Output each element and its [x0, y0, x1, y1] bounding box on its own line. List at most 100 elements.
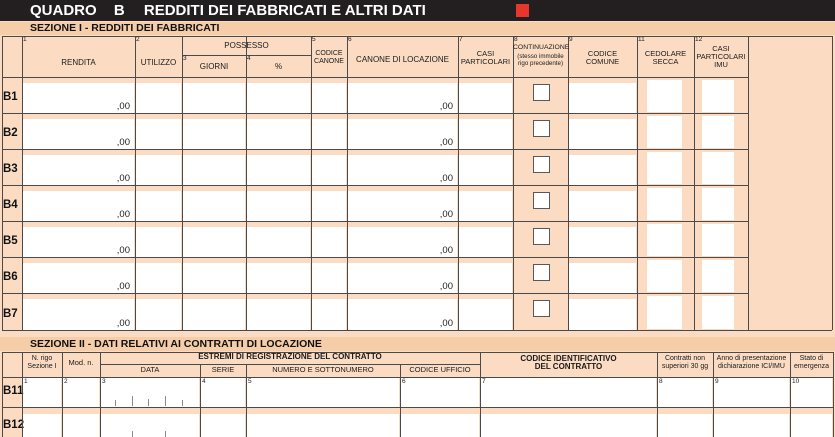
percentuale-input[interactable] — [247, 191, 310, 221]
giorni-input[interactable] — [183, 83, 245, 113]
canone-di-locazione-input[interactable]: ,00 — [348, 119, 457, 149]
giorni-input[interactable] — [183, 299, 245, 330]
serie-input[interactable] — [201, 378, 245, 407]
casi-particolari-input[interactable] — [459, 299, 512, 330]
percentuale-input[interactable] — [247, 299, 310, 330]
cedolare-secca-input[interactable] — [647, 116, 682, 148]
casi-particolari-input[interactable] — [459, 191, 512, 221]
rendita-input[interactable]: ,00 — [23, 191, 134, 221]
grid-line-vertical — [400, 364, 401, 437]
codice-canone-input[interactable] — [312, 299, 346, 330]
continuazione-checkbox[interactable] — [533, 228, 550, 245]
cedolare-secca-input[interactable] — [647, 296, 682, 329]
codice-comune-input[interactable] — [569, 191, 636, 221]
codice-canone-input[interactable] — [312, 155, 346, 185]
codice-identificativo-contratto-input[interactable] — [481, 414, 656, 437]
utilizzo-input[interactable] — [136, 263, 181, 293]
utilizzo-input[interactable] — [136, 227, 181, 257]
cedolare-secca-input[interactable] — [647, 152, 682, 184]
canone-di-locazione-input[interactable]: ,00 — [348, 191, 457, 221]
canone-di-locazione-input[interactable]: ,00 — [348, 227, 457, 257]
n-rigo-sezione1-input[interactable] — [23, 414, 61, 437]
giorni-input[interactable] — [183, 227, 245, 257]
casi-particolari-input[interactable] — [459, 83, 512, 113]
col-header-stato-emergenza: Stato di — [799, 355, 824, 362]
continuazione-checkbox[interactable] — [533, 264, 550, 281]
codice-comune-input[interactable] — [569, 263, 636, 293]
anno-dichiarazione-ici-imu-input[interactable] — [714, 414, 789, 437]
contratti-non-superiori-30gg-input[interactable] — [658, 414, 712, 437]
codice-ufficio-input[interactable] — [401, 414, 479, 437]
anno-dichiarazione-ici-imu-input[interactable] — [714, 378, 789, 407]
continuazione-checkbox[interactable] — [533, 120, 550, 137]
canone-di-locazione-input[interactable]: ,00 — [348, 263, 457, 293]
data-registrazione-input[interactable] — [101, 414, 199, 437]
utilizzo-input[interactable] — [136, 299, 181, 330]
casi-particolari-input[interactable] — [459, 155, 512, 185]
codice-canone-input[interactable] — [312, 227, 346, 257]
utilizzo-input[interactable] — [136, 191, 181, 221]
casi-particolari-input[interactable] — [459, 227, 512, 257]
canone-di-locazione-input[interactable]: ,00 — [348, 299, 457, 330]
continuazione-checkbox[interactable] — [533, 192, 550, 209]
giorni-input[interactable] — [183, 155, 245, 185]
casi-particolari-imu-input[interactable] — [702, 260, 734, 292]
percentuale-input[interactable] — [247, 227, 310, 257]
codice-comune-input[interactable] — [569, 299, 636, 330]
cedolare-secca-input[interactable] — [647, 188, 682, 220]
n-rigo-sezione1-input[interactable] — [23, 378, 61, 407]
codice-canone-input[interactable] — [312, 263, 346, 293]
percentuale-input[interactable] — [247, 83, 310, 113]
mod-n-input[interactable] — [63, 414, 99, 437]
casi-particolari-input[interactable] — [459, 263, 512, 293]
contratti-non-superiori-30gg-input[interactable] — [658, 378, 712, 407]
codice-ufficio-input[interactable] — [401, 378, 479, 407]
canone-di-locazione-input[interactable]: ,00 — [348, 83, 457, 113]
giorni-input[interactable] — [183, 119, 245, 149]
casi-particolari-imu-input[interactable] — [702, 152, 734, 184]
codice-canone-input[interactable] — [312, 191, 346, 221]
mod-n-input[interactable] — [63, 378, 99, 407]
rendita-input[interactable]: ,00 — [23, 155, 134, 185]
casi-particolari-imu-input[interactable] — [702, 80, 734, 112]
giorni-input[interactable] — [183, 191, 245, 221]
codice-comune-input[interactable] — [569, 227, 636, 257]
casi-particolari-imu-input[interactable] — [702, 224, 734, 256]
utilizzo-input[interactable] — [136, 119, 181, 149]
codice-canone-input[interactable] — [312, 119, 346, 149]
cedolare-secca-input[interactable] — [647, 80, 682, 112]
rendita-input[interactable]: ,00 — [23, 299, 134, 330]
codice-comune-input[interactable] — [569, 155, 636, 185]
cedolare-secca-input[interactable] — [647, 260, 682, 292]
codice-comune-input[interactable] — [569, 119, 636, 149]
codice-comune-input[interactable] — [569, 83, 636, 113]
rendita-input[interactable]: ,00 — [23, 119, 134, 149]
utilizzo-input[interactable] — [136, 83, 181, 113]
serie-input[interactable] — [201, 414, 245, 437]
continuazione-checkbox[interactable] — [533, 300, 550, 317]
codice-canone-input[interactable] — [312, 83, 346, 113]
utilizzo-input[interactable] — [136, 155, 181, 185]
percentuale-input[interactable] — [247, 263, 310, 293]
percentuale-input[interactable] — [247, 155, 310, 185]
cedolare-secca-input[interactable] — [647, 224, 682, 256]
canone-di-locazione-input[interactable]: ,00 — [348, 155, 457, 185]
casi-particolari-imu-input[interactable] — [702, 188, 734, 220]
rendita-input[interactable]: ,00 — [23, 83, 134, 113]
stato-emergenza-input[interactable] — [791, 414, 832, 437]
numero-sottonumero-input[interactable] — [247, 378, 399, 407]
numero-sottonumero-input[interactable] — [247, 414, 399, 437]
casi-particolari-imu-input[interactable] — [702, 116, 734, 148]
continuazione-checkbox[interactable] — [533, 156, 550, 173]
stato-emergenza-input[interactable] — [791, 378, 832, 407]
percentuale-input[interactable] — [247, 119, 310, 149]
column-number: 3 — [102, 378, 106, 385]
grid-line-vertical — [182, 36, 183, 330]
casi-particolari-imu-input[interactable] — [702, 296, 734, 329]
rendita-input[interactable]: ,00 — [23, 227, 134, 257]
codice-identificativo-contratto-input[interactable] — [481, 378, 656, 407]
giorni-input[interactable] — [183, 263, 245, 293]
rendita-input[interactable]: ,00 — [23, 263, 134, 293]
continuazione-checkbox[interactable] — [533, 84, 550, 101]
casi-particolari-input[interactable] — [459, 119, 512, 149]
